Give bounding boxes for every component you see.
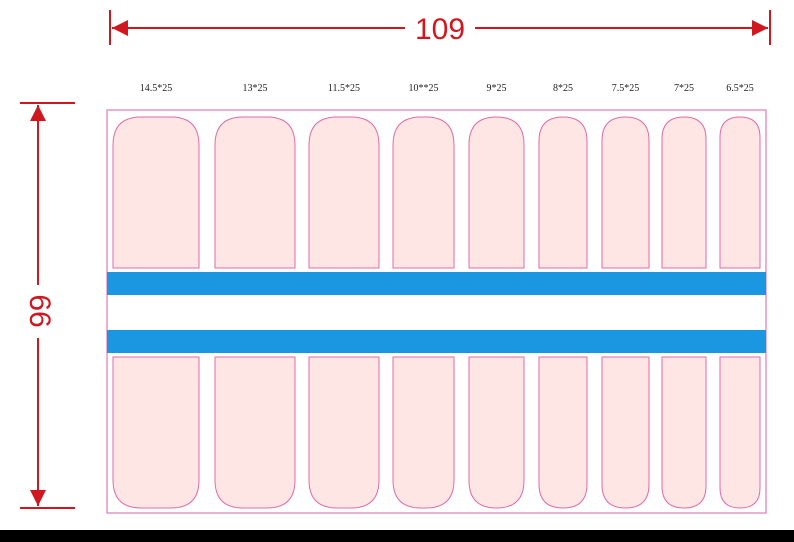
nails: 14.5*25 13*25 11.5*25 10**25 9*25 8*25 7.5*25 7… <box>112 83 761 509</box>
blue-band <box>107 330 766 353</box>
nail-size-label: 7*25 <box>674 83 694 94</box>
nail-bottom <box>601 356 650 509</box>
nail-bottom <box>538 356 588 509</box>
nail-size-label: 6.5*25 <box>726 83 754 94</box>
width-label: 109 <box>415 13 465 46</box>
nail-top <box>214 116 296 269</box>
nail-size-label: 8*25 <box>553 83 573 94</box>
bottom-bar <box>0 530 794 542</box>
nail-size-label: 11.5*25 <box>328 83 360 94</box>
nail-size-label: 14.5*25 <box>140 83 173 94</box>
height-label: 66 <box>23 294 56 327</box>
nail-bottom <box>719 356 761 509</box>
nail-bottom <box>112 356 200 509</box>
nail-bottom <box>214 356 296 509</box>
nail-bottom <box>308 356 380 509</box>
nail-top <box>661 116 707 269</box>
nail-top <box>601 116 650 269</box>
nail-size-label: 9*25 <box>487 83 507 94</box>
nail-top <box>308 116 380 269</box>
nail-size-label: 13*25 <box>243 83 268 94</box>
nail-top <box>392 116 455 269</box>
nail-top <box>112 116 200 269</box>
nail-size-label: 10**25 <box>409 83 439 94</box>
nail-bottom <box>392 356 455 509</box>
nail-top <box>538 116 588 269</box>
nail-bottom <box>468 356 525 509</box>
nail-top <box>719 116 761 269</box>
nail-top <box>468 116 525 269</box>
blue-band <box>107 272 766 295</box>
nail-bottom <box>661 356 707 509</box>
nail-size-label: 7.5*25 <box>612 83 640 94</box>
